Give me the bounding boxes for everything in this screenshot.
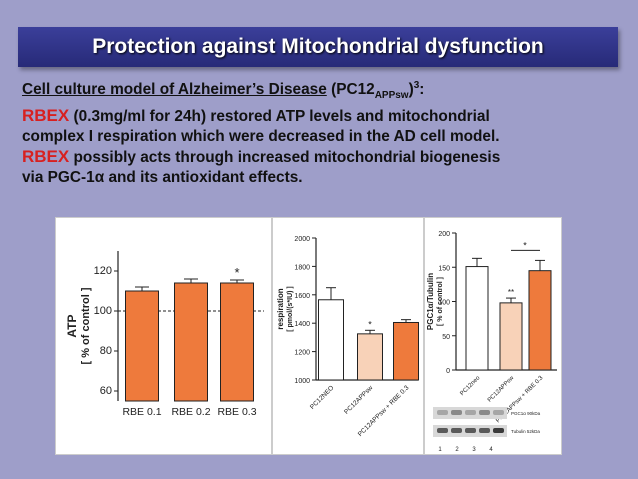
blot-band — [493, 410, 504, 415]
category-label: PC12neo — [459, 375, 481, 397]
y-tick-label: 1800 — [294, 264, 310, 271]
lane-label: 1 — [438, 447, 442, 453]
y-axis-label-units: [ % of control ] — [437, 277, 444, 326]
y-tick-label: 80 — [100, 345, 112, 357]
y-tick-label: 200 — [438, 231, 450, 238]
y-tick-label: 100 — [438, 300, 450, 307]
y-axis-label: ATP — [65, 314, 79, 337]
atp-chart: 60 80 100 120 ATP[ % of control ] RBE 0.1 RBE … — [65, 251, 264, 418]
text-line-4: RBEX possibly acts through increased mit… — [22, 147, 622, 168]
significance-marker: * — [234, 265, 239, 280]
bar — [393, 321, 419, 381]
significance-bracket-label: * — [523, 240, 527, 250]
text-line-5: via PGC-1α and its antioxidant effects. — [22, 169, 303, 186]
text-line-3: complex I respiration which were decreas… — [22, 128, 500, 145]
y-tick-label: 1000 — [294, 378, 310, 385]
rbex-label-1: RBEX — [22, 106, 70, 125]
y-tick-label: 2000 — [294, 236, 310, 243]
blot-band — [465, 428, 476, 433]
blot-band — [465, 410, 476, 415]
blot-band — [437, 410, 448, 415]
blot-band — [451, 428, 462, 433]
close-paren: ) — [408, 81, 414, 98]
category-label: RBE 0.1 — [122, 406, 161, 418]
reference-superscript: 3 — [413, 80, 420, 91]
bar — [528, 270, 552, 371]
slide-text: Cell culture model of Alzheimer’s Diseas… — [22, 76, 622, 188]
bar — [174, 282, 208, 402]
bar — [125, 290, 159, 402]
blot-label: PGC1α 90kDa — [511, 411, 541, 416]
text-line-1: Cell culture model of Alzheimer’s Diseas… — [22, 76, 622, 106]
y-tick-label: 150 — [438, 265, 450, 272]
category-label: PC12NEO — [309, 384, 335, 410]
bar — [465, 266, 489, 371]
y-tick-label: 120 — [94, 265, 112, 277]
lane-label: 2 — [455, 447, 459, 453]
y-axis-label: respiration — [276, 288, 285, 329]
category-label: RBE 0.3 — [217, 406, 256, 418]
y-tick-label: 1200 — [294, 350, 310, 357]
bar — [499, 302, 523, 371]
significance-marker: * — [368, 319, 372, 329]
blot-band — [479, 410, 490, 415]
significance-marker: ** — [508, 288, 514, 297]
lane-label: 4 — [489, 447, 493, 453]
rbex-label-2: RBEX — [22, 147, 70, 166]
pc12-subscript: APPsw — [374, 90, 409, 101]
pc12-label: (PC12 — [331, 81, 375, 98]
y-axis-label-units: [ pmol/(s*IU) ] — [287, 286, 294, 332]
text-line-2: RBEX (0.3mg/ml for 24h) restored ATP lev… — [22, 106, 622, 127]
slide-title: Protection against Mitochondrial dysfunc… — [18, 27, 618, 67]
category-label: PC12APPsw — [343, 384, 374, 415]
blot-band — [479, 428, 490, 433]
line-4-text: possibly acts through increased mitochon… — [69, 149, 501, 166]
blot-label: Tubulin 52kDa — [511, 429, 540, 434]
line-2-text: (0.3mg/ml for 24h) restored ATP levels a… — [69, 108, 490, 125]
bar — [357, 333, 383, 381]
bar — [318, 299, 344, 381]
y-tick-label: 50 — [442, 334, 450, 341]
lane-label: 3 — [472, 447, 476, 453]
pgc1a-chart: 0 50 100 150 200 PGC1α/Tubulin[ % of control … — [426, 231, 557, 453]
bar — [220, 282, 254, 402]
atp-chart-panel: 60 80 100 120 ATP[ % of control ] RBE 0.1 RBE … — [55, 217, 272, 455]
y-tick-label: 100 — [94, 305, 112, 317]
y-tick-label: 60 — [100, 385, 112, 397]
pgc1a-chart-panel: 0 50 100 150 200 PGC1α/Tubulin[ % of control … — [424, 217, 562, 455]
y-tick-label: 1600 — [294, 293, 310, 300]
category-label: RBE 0.2 — [171, 406, 210, 418]
blot-band — [437, 428, 448, 433]
blot-band — [451, 410, 462, 415]
category-label: PC12APPsw — [487, 375, 516, 404]
respiration-chart-panel: 1000 1200 1400 1600 1800 2000 respiration[ pmo… — [272, 217, 424, 455]
y-tick-label: 0 — [446, 368, 450, 375]
y-tick-label: 1400 — [294, 321, 310, 328]
colon: : — [419, 81, 425, 98]
blot-band — [493, 428, 504, 433]
model-label: Cell culture model of Alzheimer’s Diseas… — [22, 81, 327, 98]
respiration-chart: 1000 1200 1400 1600 1800 2000 respiration[ pmo… — [276, 236, 419, 438]
y-axis-label-units: [ % of control ] — [80, 287, 92, 364]
y-axis-label: PGC1α/Tubulin — [426, 273, 435, 330]
